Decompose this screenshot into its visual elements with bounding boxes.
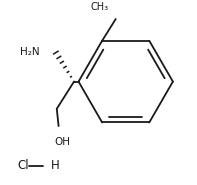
Text: H₂N: H₂N [20,47,40,57]
Text: Cl: Cl [18,159,29,172]
Text: CH₃: CH₃ [90,2,109,12]
Text: OH: OH [54,137,70,147]
Text: H: H [50,159,59,172]
